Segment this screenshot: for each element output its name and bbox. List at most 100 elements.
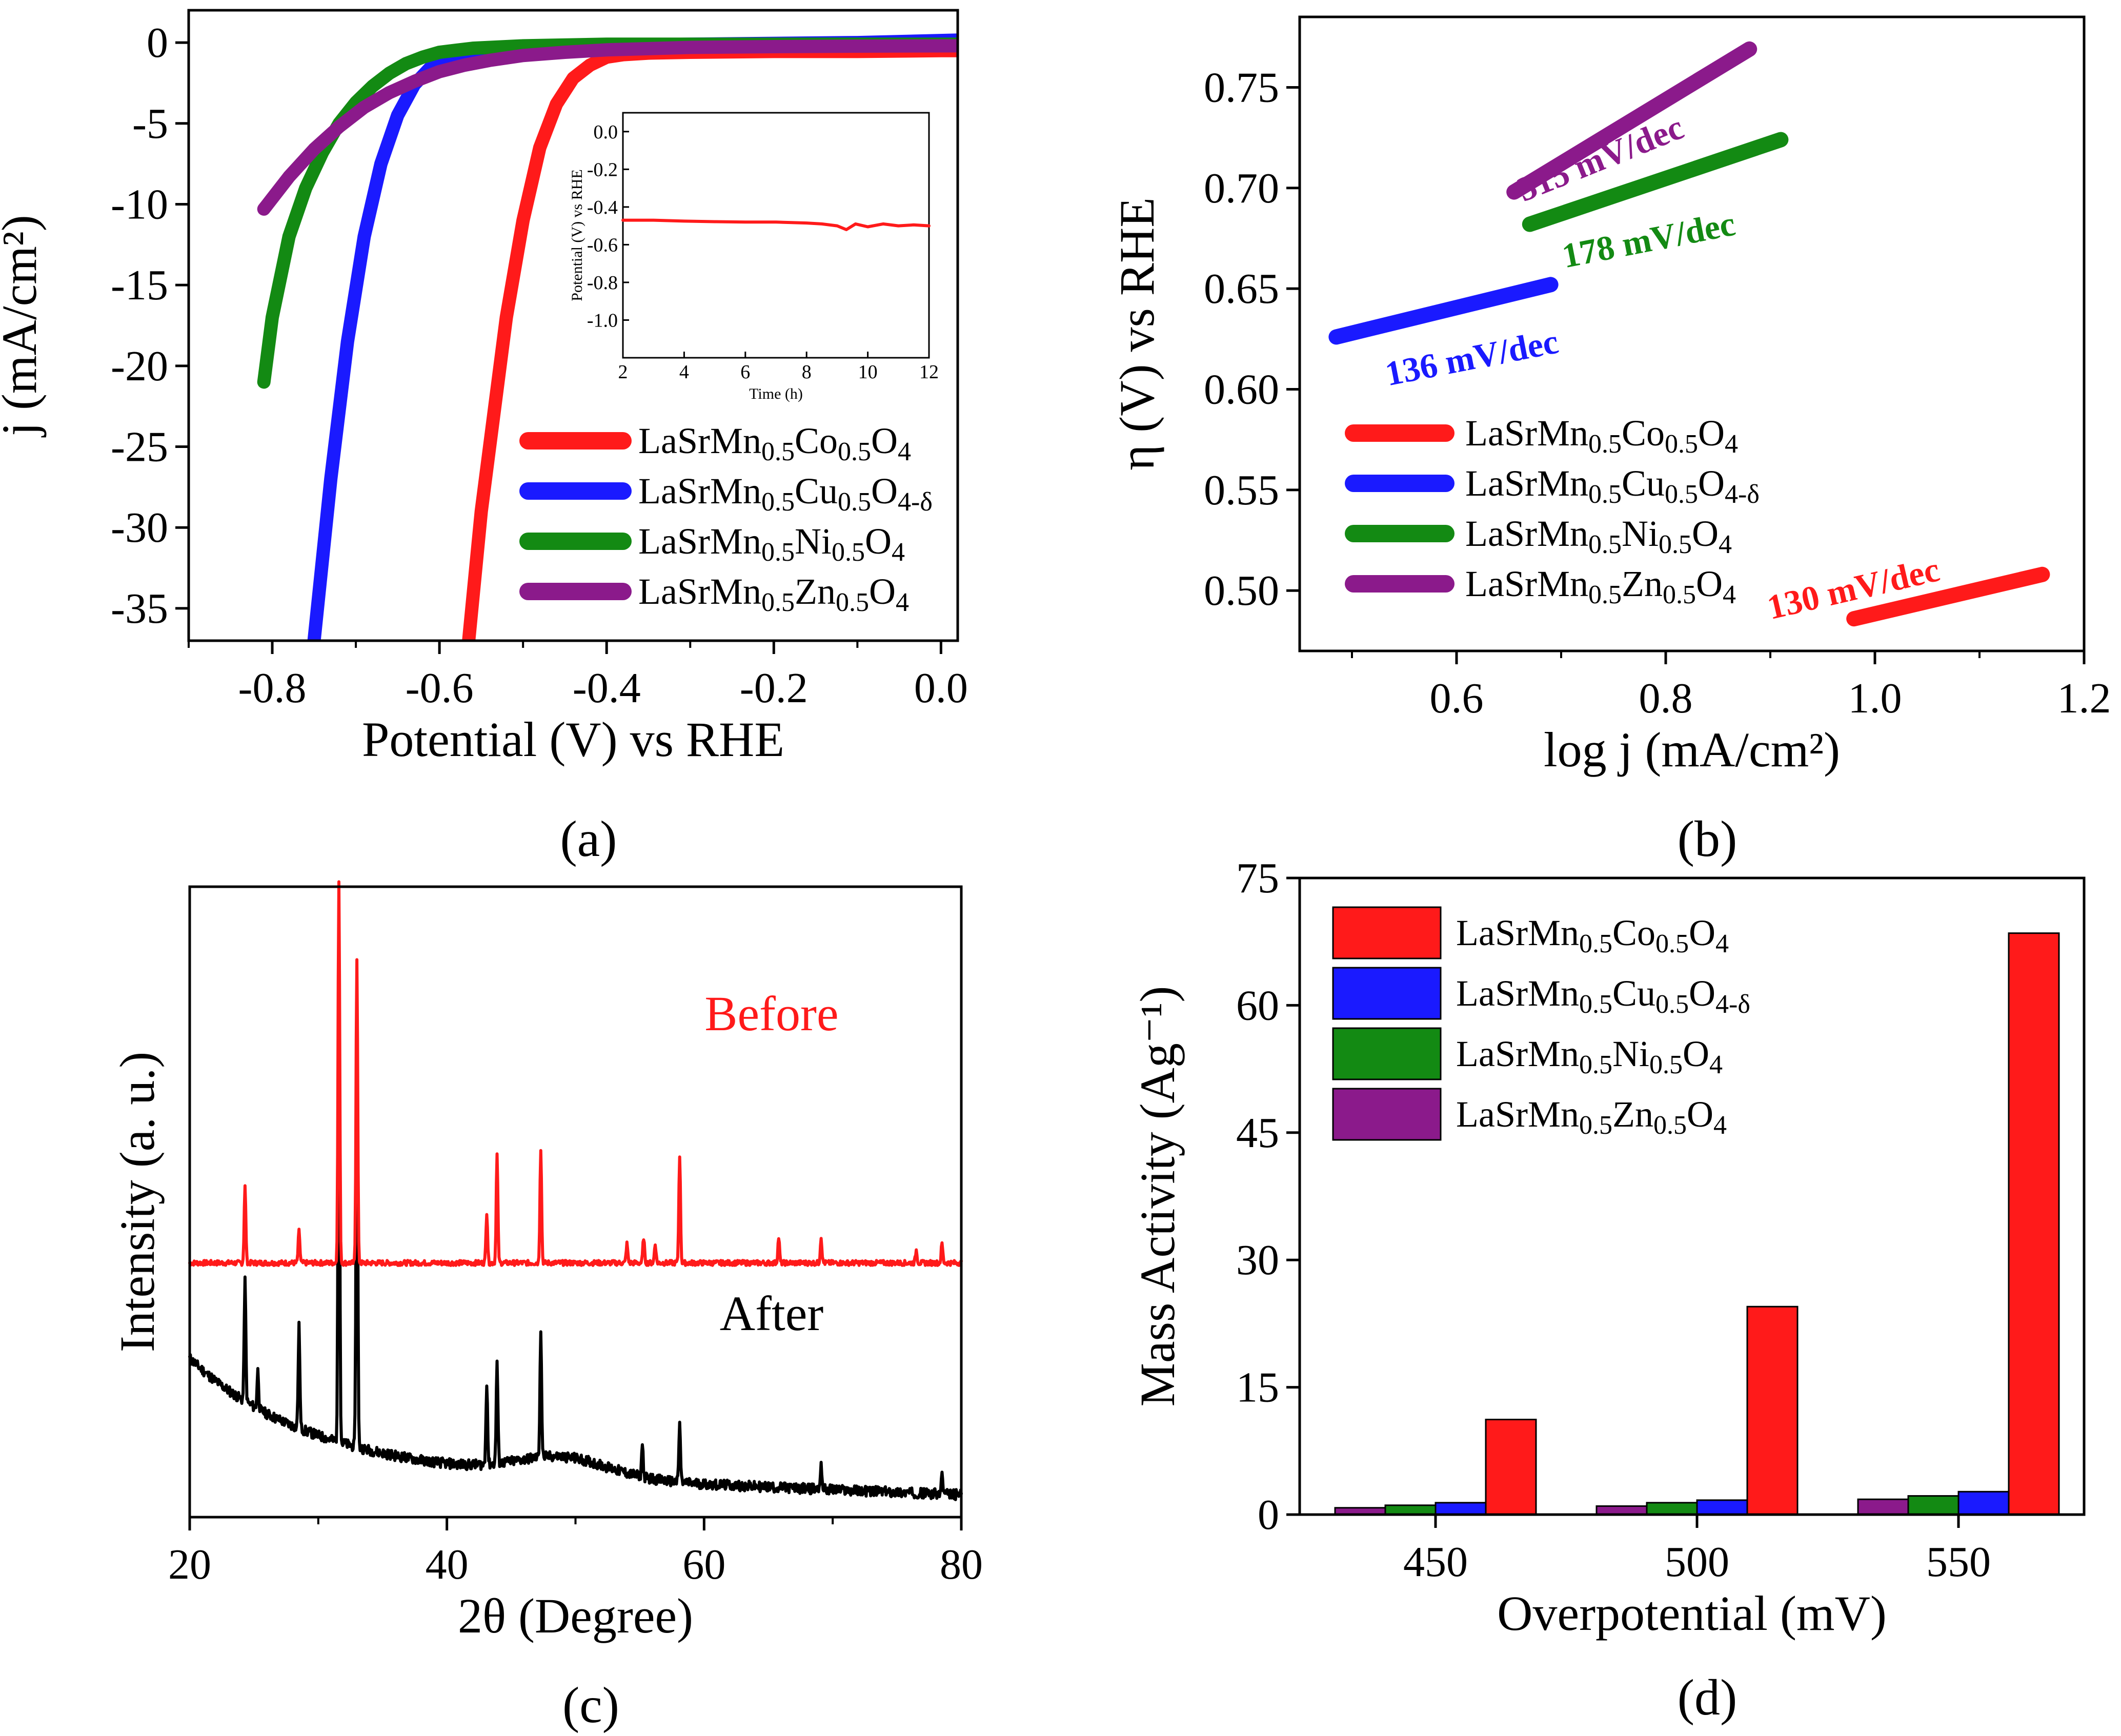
fit-line-LaSrMn0.5Cu0.5O4-δ xyxy=(1328,277,1559,345)
bar-450-LaSrMn0.5Ni0.5O4 xyxy=(1384,1504,1437,1516)
y-tick-label: 30 xyxy=(1236,1236,1279,1284)
x-tick-label: 1.2 xyxy=(2057,675,2111,722)
bar-550-LaSrMn0.5Cu0.5O4-δ xyxy=(1957,1490,2010,1516)
y-tick-label: 0.50 xyxy=(1204,567,1279,615)
before-label: Before xyxy=(704,986,838,1041)
inset-y-tick-label: -0.6 xyxy=(587,234,618,256)
curve-LaSrMn0.5Zn0.5O4 xyxy=(257,39,958,216)
y-axis-label: Intensity (a. u.) xyxy=(110,1052,165,1353)
x-tick-label: 20 xyxy=(168,1541,211,1588)
x-tick-label: 80 xyxy=(940,1541,983,1588)
y-tick-label: 0.55 xyxy=(1204,466,1279,514)
fit-line-LaSrMn0.5Ni0.5O4 xyxy=(1522,132,1789,232)
fit-line-LaSrMn0.5Co0.5O4 xyxy=(1846,566,2050,627)
inset-y-tick-label: -0.2 xyxy=(587,159,618,180)
legend-swatch xyxy=(1332,1088,1442,1141)
y-tick-label: -5 xyxy=(132,100,168,148)
y-tick-label: 0.75 xyxy=(1204,64,1279,111)
legend-label: LaSrMn0.5Co0.5O4 xyxy=(638,420,911,466)
inset-x-label: Time (h) xyxy=(749,385,803,402)
panel-d: 450 500 550 0 15 30 45 60 75 Overpotential (mV) Ma… xyxy=(1130,854,2086,1726)
inset-y-label: Potential (V) vs RHE xyxy=(569,169,585,301)
inset-x-tick-label: 6 xyxy=(740,361,750,383)
legend-label: LaSrMn0.5Zn0.5O4 xyxy=(1456,1094,1727,1140)
legend-label: LaSrMn0.5Ni0.5O4 xyxy=(1465,513,1732,559)
y-tick-label: -35 xyxy=(111,585,168,632)
curve-LaSrMn0.5Ni0.5O4 xyxy=(257,37,958,389)
inset-x-tick-label: 12 xyxy=(919,361,939,383)
y-tick-label: -25 xyxy=(111,423,168,471)
y-tick-label: 0 xyxy=(147,19,168,67)
inset-curve xyxy=(621,218,931,231)
inset-x-tick-label: 10 xyxy=(858,361,878,383)
x-tick-label: 60 xyxy=(682,1541,725,1588)
legend-swatch xyxy=(1332,967,1442,1020)
x-tick-label: 550 xyxy=(1926,1538,1991,1586)
legend-label: LaSrMn0.5Cu0.5O4-δ xyxy=(1456,973,1750,1019)
y-tick-label: 0.65 xyxy=(1204,265,1279,313)
x-tick-label: 500 xyxy=(1665,1538,1729,1586)
y-tick-label: 0.60 xyxy=(1204,365,1279,413)
y-tick-label: -15 xyxy=(111,261,168,309)
y-tick-label: -30 xyxy=(111,504,168,552)
inset-frame xyxy=(622,112,930,359)
bar-500-LaSrMn0.5Ni0.5O4 xyxy=(1646,1502,1698,1516)
x-axis-label: log j (mA/cm²) xyxy=(1544,722,1840,777)
x-tick-label: -0.8 xyxy=(238,664,307,712)
x-tick-label: 40 xyxy=(426,1541,469,1588)
legend-label: LaSrMn0.5Ni0.5O4 xyxy=(638,521,905,567)
plot-frame xyxy=(1298,15,2086,652)
after-label: After xyxy=(720,1286,824,1341)
legend-label: LaSrMn0.5Cu0.5O4-δ xyxy=(1465,463,1760,509)
x-tick-label: -0.2 xyxy=(740,664,808,712)
legend-label: LaSrMn0.5Zn0.5O4 xyxy=(638,571,909,617)
y-axis-label: j (mA/cm²) xyxy=(0,215,47,437)
plot-frame xyxy=(187,9,959,642)
bar-550-LaSrMn0.5Co0.5O4 xyxy=(2008,932,2060,1516)
y-tick-label: -10 xyxy=(111,180,168,228)
x-tick-label: 0.8 xyxy=(1639,675,1693,722)
bar-500-LaSrMn0.5Cu0.5O4-δ xyxy=(1696,1499,1748,1516)
legend-swatch xyxy=(1332,906,1442,959)
fit-line-LaSrMn0.5Zn0.5O4 xyxy=(1506,41,1758,200)
y-tick-label: -20 xyxy=(111,342,168,390)
panel-label: (a) xyxy=(560,810,617,867)
inset-y-tick-label: -0.4 xyxy=(587,197,618,218)
series-group xyxy=(257,33,958,641)
inset-y-tick-label: 0.0 xyxy=(594,121,618,143)
xrd-before-trace xyxy=(188,880,963,1267)
y-axis-label: Mass Activity (Ag⁻¹) xyxy=(1130,986,1185,1407)
panel-label: (b) xyxy=(1678,810,1738,867)
x-tick-label: -0.6 xyxy=(406,664,474,712)
inset-x-tick-label: 8 xyxy=(802,361,812,383)
y-tick-label: 75 xyxy=(1236,854,1279,902)
x-tick-label: -0.4 xyxy=(573,664,641,712)
panel-label: (c) xyxy=(562,1677,619,1733)
y-tick-label: 0.70 xyxy=(1204,165,1279,212)
y-tick-label: 15 xyxy=(1236,1364,1279,1412)
y-tick-label: 60 xyxy=(1236,982,1279,1029)
x-tick-label: 0.6 xyxy=(1430,675,1484,722)
x-tick-label: 0.0 xyxy=(914,664,968,712)
inset-x-tick-label: 4 xyxy=(679,361,689,383)
inset-x-tick-label: 2 xyxy=(618,361,628,383)
inset: 2 4 6 8 10 12 0.0 -0.2 -0.4 -0.6 -0.8 -1.0 Time (h) P… xyxy=(569,112,939,402)
legend-label: LaSrMn0.5Co0.5O4 xyxy=(1456,912,1729,958)
inset-y-tick-label: -1.0 xyxy=(587,310,618,331)
panel-label: (d) xyxy=(1678,1669,1738,1726)
bar-450-LaSrMn0.5Co0.5O4 xyxy=(1485,1419,1537,1516)
legend-label: LaSrMn0.5Zn0.5O4 xyxy=(1465,563,1736,609)
x-tick-label: 450 xyxy=(1403,1538,1468,1586)
plot-frame xyxy=(1298,876,2086,1516)
x-axis-label: Overpotential (mV) xyxy=(1497,1586,1887,1641)
legend-label: LaSrMn0.5Ni0.5O4 xyxy=(1456,1033,1723,1079)
bar-550-LaSrMn0.5Zn0.5O4 xyxy=(1857,1498,1909,1516)
xrd-after-trace xyxy=(188,969,963,1501)
legend-label: LaSrMn0.5Co0.5O4 xyxy=(1465,413,1738,459)
bar-550-LaSrMn0.5Ni0.5O4 xyxy=(1907,1495,1960,1516)
panel-a: -0.8 -0.6 -0.4 -0.2 0.0 0 -5 -10 -15 -20 -25 -30 -35… xyxy=(0,9,968,867)
panel-c: 20 40 60 80 2θ (Degree) Intensity (a. u.) (c) B… xyxy=(110,880,983,1733)
x-axis-label: Potential (V) vs RHE xyxy=(362,712,784,767)
legend-swatch xyxy=(1332,1027,1442,1080)
